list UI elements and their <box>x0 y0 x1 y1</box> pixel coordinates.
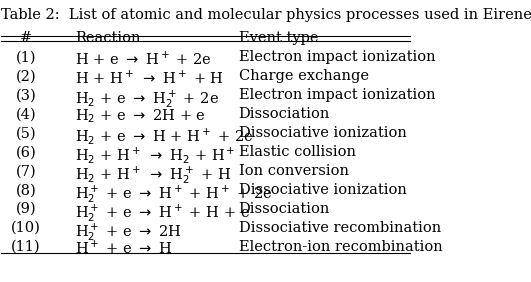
Text: (9): (9) <box>15 202 36 216</box>
Text: Electron-ion recombination: Electron-ion recombination <box>238 240 442 254</box>
Text: (4): (4) <box>15 107 36 121</box>
Text: Elastic collision: Elastic collision <box>238 145 356 159</box>
Text: H$_2$ + e $\rightarrow$ H + H$^+$ + 2e: H$_2$ + e $\rightarrow$ H + H$^+$ + 2e <box>75 126 253 146</box>
Text: (1): (1) <box>16 50 36 64</box>
Text: Electron impact ionization: Electron impact ionization <box>238 88 435 102</box>
Text: H$_2^+$ + e $\rightarrow$ H$^+$ + H$^+$ + 2e: H$_2^+$ + e $\rightarrow$ H$^+$ + H$^+$ … <box>75 183 272 205</box>
Text: (5): (5) <box>15 126 36 140</box>
Text: Table 2:  List of atomic and molecular physics processes used in Eirene: Table 2: List of atomic and molecular ph… <box>2 8 531 22</box>
Text: (3): (3) <box>15 88 36 102</box>
Text: Event type: Event type <box>238 31 318 45</box>
Text: H$_2^+$ + e $\rightarrow$ 2H: H$_2^+$ + e $\rightarrow$ 2H <box>75 221 182 243</box>
Text: Dissociative ionization: Dissociative ionization <box>238 126 406 140</box>
Text: #: # <box>20 31 32 45</box>
Text: (6): (6) <box>15 145 36 159</box>
Text: Charge exchange: Charge exchange <box>238 69 369 83</box>
Text: Dissociative ionization: Dissociative ionization <box>238 183 406 197</box>
Text: H$_2$ + e $\rightarrow$ 2H + e: H$_2$ + e $\rightarrow$ 2H + e <box>75 107 206 125</box>
Text: Ion conversion: Ion conversion <box>238 164 348 178</box>
Text: (8): (8) <box>15 183 36 197</box>
Text: Electron impact ionization: Electron impact ionization <box>238 50 435 64</box>
Text: H + e $\rightarrow$ H$^+$ + 2e: H + e $\rightarrow$ H$^+$ + 2e <box>75 50 212 68</box>
Text: H$_2^+$ + e $\rightarrow$ H$^+$ + H + e: H$_2^+$ + e $\rightarrow$ H$^+$ + H + e <box>75 202 250 224</box>
Text: Reaction: Reaction <box>75 31 141 45</box>
Text: Dissociation: Dissociation <box>238 202 330 216</box>
Text: H$_2$ + e $\rightarrow$ H$_2^+$ + 2e: H$_2$ + e $\rightarrow$ H$_2^+$ + 2e <box>75 88 219 110</box>
Text: (7): (7) <box>15 164 36 178</box>
Text: (10): (10) <box>11 221 41 235</box>
Text: Dissociative recombination: Dissociative recombination <box>238 221 441 235</box>
Text: H + H$^+$ $\rightarrow$ H$^+$ + H: H + H$^+$ $\rightarrow$ H$^+$ + H <box>75 69 224 87</box>
Text: (11): (11) <box>11 240 41 254</box>
Text: H$^+$ + e $\rightarrow$ H: H$^+$ + e $\rightarrow$ H <box>75 240 173 257</box>
Text: H$_2$ + H$^+$ $\rightarrow$ H$_2^+$ + H: H$_2$ + H$^+$ $\rightarrow$ H$_2^+$ + H <box>75 164 231 186</box>
Text: H$_2$ + H$^+$ $\rightarrow$ H$_2$ + H$^+$: H$_2$ + H$^+$ $\rightarrow$ H$_2$ + H$^+… <box>75 145 235 165</box>
Text: (2): (2) <box>15 69 36 83</box>
Text: Dissociation: Dissociation <box>238 107 330 121</box>
